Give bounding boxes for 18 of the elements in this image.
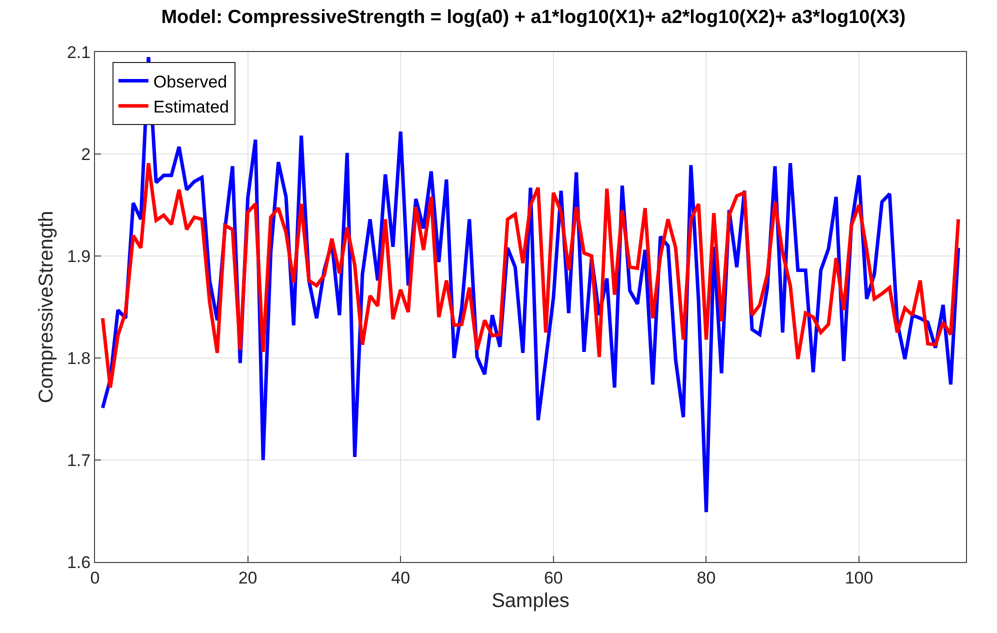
x-tick-label: 40 — [391, 568, 410, 588]
y-tick-label: 2 — [81, 144, 91, 164]
y-tick-label: 1.9 — [66, 246, 91, 266]
x-tick-label: 80 — [696, 568, 716, 588]
y-tick-label: 1.7 — [66, 450, 91, 470]
y-tick-label: 2.1 — [66, 42, 91, 62]
legend-label: Observed — [153, 72, 228, 92]
x-tick-label: 20 — [238, 568, 258, 588]
y-tick-label: 1.8 — [66, 348, 91, 368]
x-axis-title: Samples — [492, 590, 570, 612]
y-axis-title: CompressiveStrength — [35, 210, 58, 404]
x-tick-label: 0 — [90, 568, 100, 588]
line-series — [100, 161, 960, 390]
y-tick-label: 1.6 — [66, 552, 91, 572]
x-tick-label: 100 — [844, 568, 874, 588]
chart-title: Model: CompressiveStrength = log(a0) + a1*log10(X1)+ a2*log10(X2)+ a3*log10(X3) — [161, 6, 906, 28]
x-tick-label: 60 — [544, 568, 563, 588]
legend-label: Estimated — [153, 97, 230, 116]
